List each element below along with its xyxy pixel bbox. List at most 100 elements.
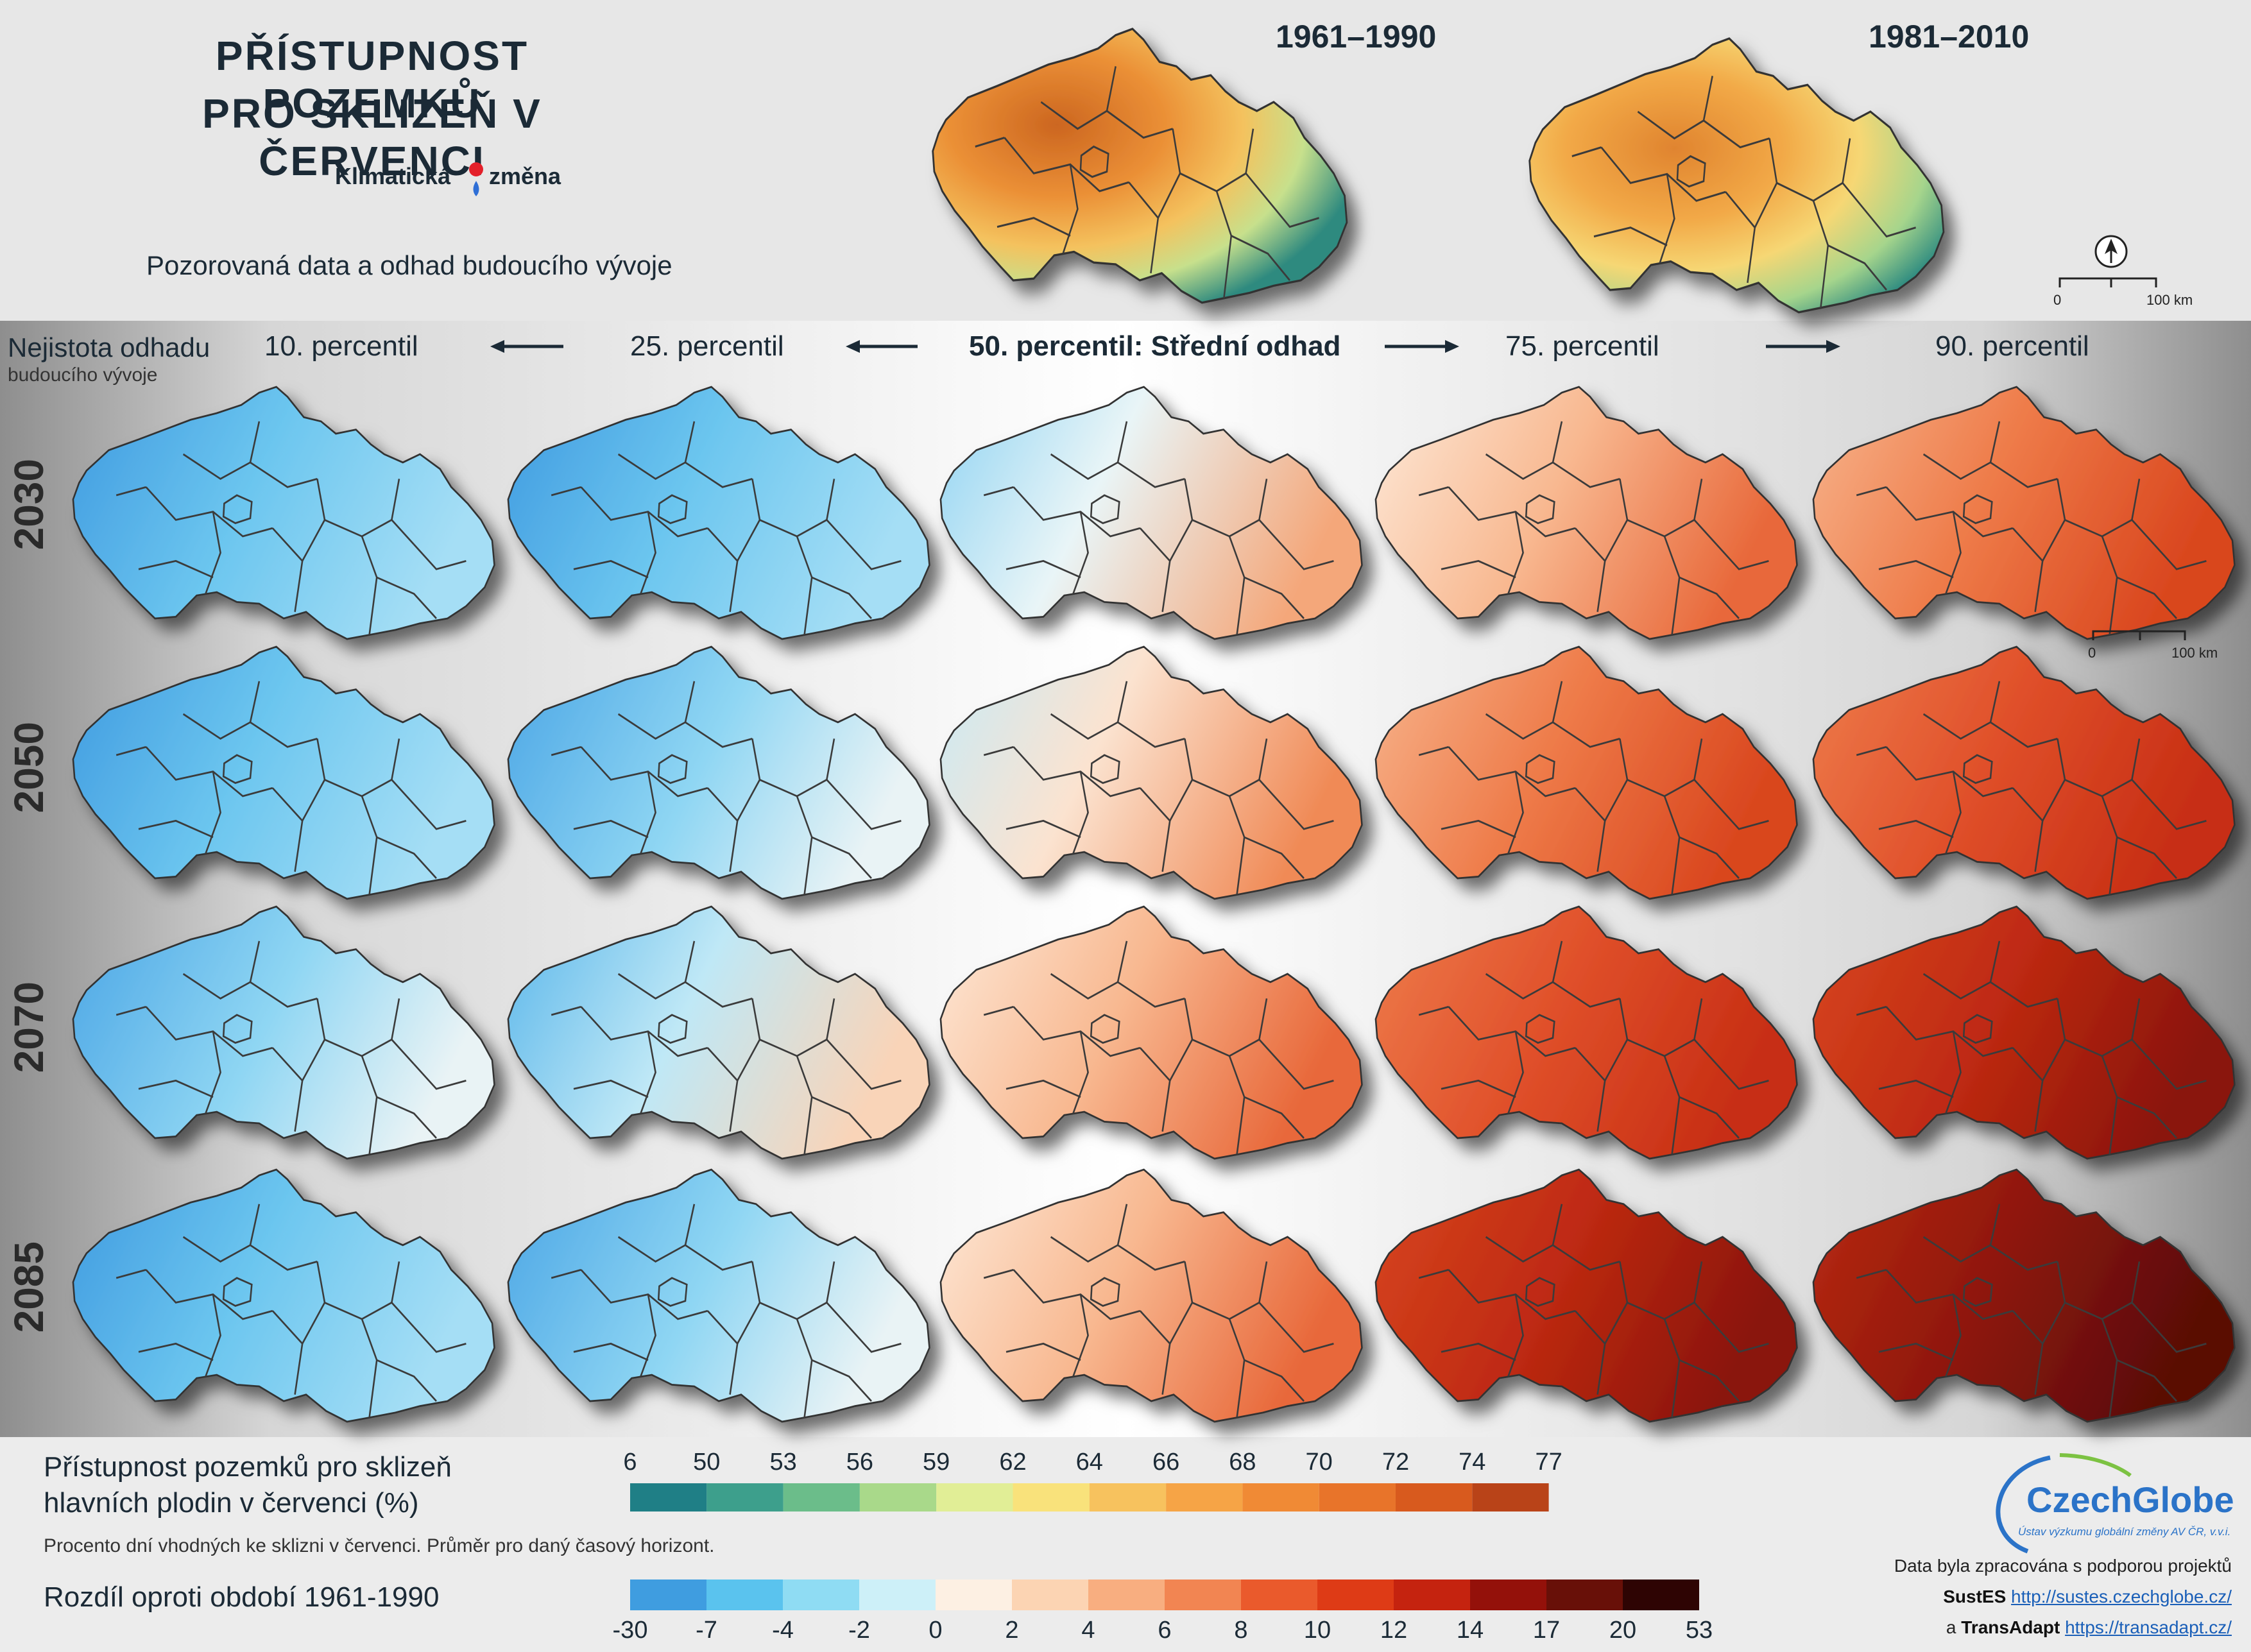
abs-bar-swatch [630,1483,707,1511]
abs-ticks-label: 53 [769,1449,797,1476]
column-label-p25: 25. percentil [630,330,784,362]
logo-text-right: změna [489,163,561,189]
row-label-2085: 2085 [6,1241,52,1333]
diff-bar-swatch [1470,1580,1546,1610]
diff-ticks-label: 14 [1456,1617,1484,1644]
map-2030-p10 [72,386,495,640]
arrow-left-icon-1 [490,340,563,353]
map-2030-p75 [1374,386,1798,640]
czechglobe-logo-icon [1996,1453,2132,1554]
map-2070-p25 [507,905,930,1160]
czechglobe-brand-sub: Ústav výzkumu globální změny AV ČR, v.v.… [2018,1526,2231,1538]
legend-abs-note: Procento dní vhodných ke sklizni v červe… [44,1535,715,1556]
uncertainty-subtitle: budoucího vývoje [8,364,158,386]
abs-ticks-label: 56 [846,1449,874,1476]
legend-abs-title-line2: hlavních plodin v červenci (%) [44,1487,419,1519]
abs-bar-swatch [1089,1483,1167,1511]
grid-scale-km: 100 km [2171,645,2218,661]
grid-scale-zero: 0 [2088,645,2096,661]
abs-ticks-label: 77 [1535,1449,1562,1476]
header-scale-km: 100 km [2146,292,2193,308]
observed-map-1981-2010 [1528,37,1945,314]
column-label-p90: 90. percentil [1935,330,2089,362]
map-2050-p10 [72,645,495,900]
diff-ticks-label: 6 [1158,1617,1172,1644]
diff-bar-swatch [1623,1580,1699,1610]
abs-ticks-label: 62 [999,1449,1027,1476]
diff-bar-swatch [1088,1580,1165,1610]
diff-ticks-label: -2 [848,1617,870,1644]
abs-bar-swatch [859,1483,937,1511]
diff-ticks-label: -7 [696,1617,717,1644]
abs-ticks-label: 68 [1229,1449,1256,1476]
abs-bar-swatch [1166,1483,1243,1511]
link-sustes[interactable]: http://sustes.czechglobe.cz/ [2011,1587,2232,1606]
credit-conjunction: a [1946,1617,1956,1637]
arrow-right-icon-2 [1766,340,1840,353]
legend-abs-colorbar [630,1483,1549,1511]
map-2085-p50 [939,1168,1363,1423]
diff-bar-swatch [1012,1580,1088,1610]
link-transadapt[interactable]: https://transadapt.cz/ [2065,1617,2232,1637]
diff-ticks-label: 4 [1081,1617,1095,1644]
diff-ticks-label: 20 [1609,1617,1637,1644]
map-2085-p25 [507,1168,930,1423]
column-label-p75: 75. percentil [1505,330,1659,362]
abs-ticks-label: 50 [693,1449,721,1476]
diff-ticks-label: 12 [1380,1617,1408,1644]
diff-bar-swatch [1317,1580,1394,1610]
abs-ticks-label: 74 [1459,1449,1486,1476]
diff-bar-swatch [783,1580,859,1610]
diff-ticks-label: 10 [1303,1617,1331,1644]
abs-bar-swatch [1472,1483,1549,1511]
legend-abs-title-line1: Přístupnost pozemků pro sklizeň [44,1451,452,1483]
legend-diff-title: Rozdíl oproti období 1961-1990 [44,1581,440,1613]
north-arrow-icon [2094,235,2128,268]
map-2070-p90 [1812,905,2236,1160]
map-2050-p90 [1812,645,2236,900]
map-2050-p25 [507,645,930,900]
period-label-1981-2010: 1981–2010 [1869,19,2030,55]
uncertainty-title: Nejistota odhadu [8,332,210,362]
credit-line3: a TransAdapt https://transadapt.cz/ [1946,1617,2232,1638]
abs-ticks-label: 59 [923,1449,950,1476]
diff-bar-swatch [936,1580,1012,1610]
abs-bar-swatch [1396,1483,1473,1511]
map-2085-p10 [72,1168,495,1423]
diff-bar-swatch [859,1580,936,1610]
credit-line1: Data byla zpracována s podporou projektů [1894,1556,2232,1576]
abs-ticks-label: 66 [1152,1449,1180,1476]
observed-map-1961-1990 [932,28,1348,304]
klimaticka-zmena-logo: Klimatická změna [335,159,604,204]
map-2070-p75 [1374,905,1798,1160]
map-2050-p50 [939,645,1363,900]
abs-bar-swatch [783,1483,860,1511]
diff-ticks-label: -4 [772,1617,794,1644]
map-2070-p50 [939,905,1363,1160]
column-label-p50: 50. percentil: Střední odhad [969,330,1341,362]
abs-bar-swatch [1242,1483,1319,1511]
abs-ticks-label: 64 [1075,1449,1103,1476]
project-sustes: SustES [1943,1587,2007,1606]
header-scale-bar [2058,277,2157,287]
abs-ticks-label: 70 [1305,1449,1333,1476]
map-2030-p50 [939,386,1363,640]
map-2085-p90 [1812,1168,2236,1423]
abs-bar-swatch [706,1483,783,1511]
diff-ticks-label: 0 [929,1617,943,1644]
credit-line2: SustES http://sustes.czechglobe.cz/ [1943,1587,2232,1607]
logo-text-left: Klimatická [335,163,451,189]
legend-diff-colorbar [630,1580,1699,1610]
abs-bar-swatch [936,1483,1013,1511]
period-label-1961-1990: 1961–1990 [1276,19,1437,55]
map-title-line2: PRO SKLIZEŇ V ČERVENCI [202,90,542,184]
arrow-right-icon-1 [1385,340,1459,353]
diff-ticks-label: -30 [612,1617,648,1644]
diff-ticks-label: 53 [1685,1617,1713,1644]
column-label-p10: 10. percentil [264,330,418,362]
diff-ticks-label: 8 [1234,1617,1248,1644]
abs-ticks-label: 6 [623,1449,637,1476]
map-2070-p10 [72,905,495,1160]
map-title-line1: PŘÍSTUPNOST POZEMKŮ [215,33,529,126]
